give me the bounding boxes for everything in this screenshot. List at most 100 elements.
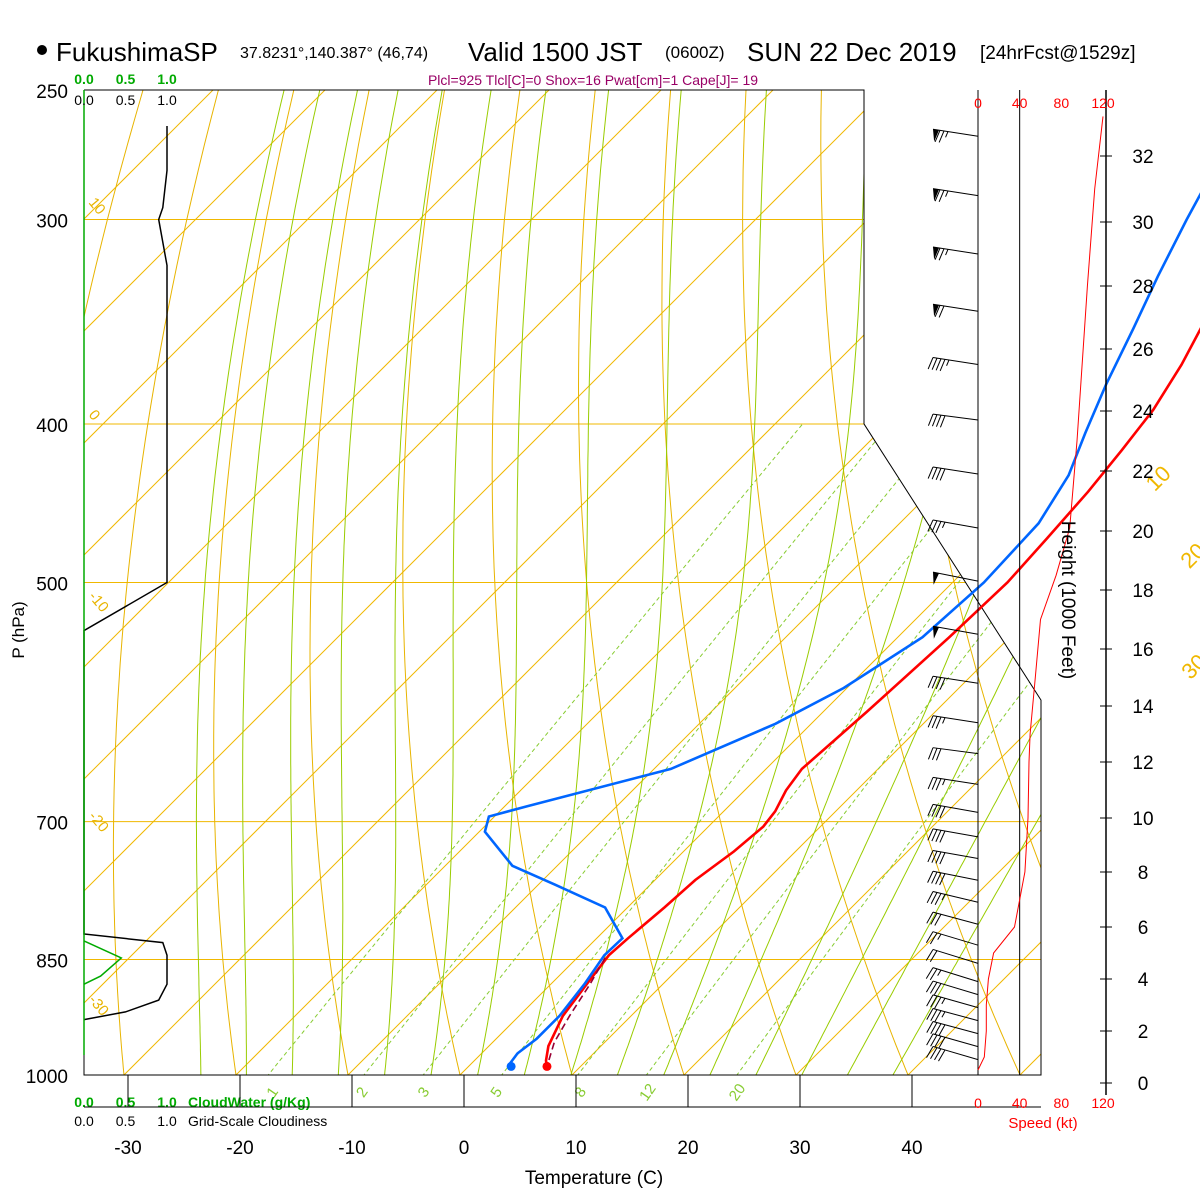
barb-line xyxy=(935,830,942,842)
cloudiness-tick-bottom: 1.0 xyxy=(157,1113,177,1129)
barb-line xyxy=(935,521,942,534)
barb-shaft xyxy=(932,1007,979,1022)
x-tick-label: -20 xyxy=(226,1138,253,1159)
moist-adiabat xyxy=(195,90,289,1075)
height-tick-label: 20 xyxy=(1132,522,1153,543)
barb-line xyxy=(930,995,938,1008)
speed-tick-top: 120 xyxy=(1091,95,1115,111)
moist-adiabat xyxy=(648,90,869,1075)
barb-shaft xyxy=(932,303,979,312)
barb-line xyxy=(927,519,934,532)
barb-half xyxy=(945,190,949,197)
barb-shaft xyxy=(932,188,979,197)
wind-barb xyxy=(925,980,979,996)
moist-adiabat xyxy=(380,90,446,1075)
station-dot-icon xyxy=(37,45,47,55)
barb-line xyxy=(927,777,934,790)
wind-barb xyxy=(926,891,979,905)
dry-adiabat xyxy=(577,90,696,1075)
moist-adiabat xyxy=(514,90,611,1075)
barb-half xyxy=(937,933,942,940)
dry-adiabat xyxy=(402,90,469,1075)
barb-line xyxy=(935,872,942,885)
barb-line xyxy=(930,1022,938,1034)
barb-line xyxy=(934,1023,942,1036)
profiles xyxy=(483,192,1200,1071)
cloud-water-tick-bottom: 0.0 xyxy=(74,1094,94,1110)
x-tick-label: 40 xyxy=(901,1138,922,1159)
wind-barb xyxy=(927,803,979,819)
stability-indices: Plcl=925 Tlcl[C]=0 Shox=16 Pwat[cm]=1 Ca… xyxy=(428,72,758,88)
barb-line xyxy=(930,1034,938,1047)
barb-half xyxy=(941,894,946,901)
barb-line xyxy=(934,893,942,905)
moist-adiabat xyxy=(693,90,986,1075)
barb-shaft xyxy=(932,931,979,946)
barb-line xyxy=(929,968,938,981)
barb-line xyxy=(938,190,945,203)
height-tick-label: 12 xyxy=(1132,753,1153,774)
moist-adiabat xyxy=(424,90,494,1075)
barb-line xyxy=(927,715,934,728)
dry-adiabat xyxy=(491,90,583,1075)
barb-line xyxy=(929,932,938,945)
barb-line xyxy=(939,415,946,428)
barb-line xyxy=(926,1021,934,1033)
wind-barb xyxy=(927,675,979,690)
moist-adiabat xyxy=(783,90,1041,1075)
cloudiness-tick-top: 0.5 xyxy=(116,92,136,108)
pressure-tick-label: 1000 xyxy=(26,1067,68,1088)
height-tick-label: 16 xyxy=(1132,640,1153,661)
barb-line xyxy=(939,677,946,690)
barb-line xyxy=(926,1008,934,1020)
barb-line xyxy=(935,778,942,791)
chart-title: FukushimaSP 37.8231°,140.387° (46,74) Va… xyxy=(37,37,1136,88)
barb-line xyxy=(935,748,942,761)
moist-adiabat xyxy=(828,90,1041,1075)
pressure-tick-label: 400 xyxy=(36,416,68,437)
barb-half xyxy=(942,717,946,724)
cloudiness-tick-top: 0.0 xyxy=(74,92,94,108)
wind-barb xyxy=(926,1020,979,1037)
barb-line xyxy=(939,873,946,886)
height-tick-label: 10 xyxy=(1132,809,1153,830)
barb-line xyxy=(934,996,942,1009)
wind-barb xyxy=(927,828,979,843)
barb-line xyxy=(930,912,938,925)
y-axis-title: P (hPa) xyxy=(9,601,28,658)
height-tick-label: 14 xyxy=(1132,697,1154,718)
dry-adiabat xyxy=(213,90,302,1075)
barb-line xyxy=(930,1009,938,1021)
barb-half xyxy=(941,521,946,529)
barb-shaft xyxy=(932,1020,979,1035)
wind-barb xyxy=(925,967,979,983)
barb-line xyxy=(931,676,938,689)
barb-shaft xyxy=(932,994,979,1009)
x-tick-label: -10 xyxy=(338,1138,365,1159)
moist-adiabat xyxy=(469,90,549,1075)
barb-line xyxy=(929,982,938,994)
barb-shaft xyxy=(932,571,979,582)
barb-line xyxy=(935,851,942,864)
forecast-info: [24hrFcst@1529z] xyxy=(980,43,1136,64)
x-axis-title: Temperature (C) xyxy=(525,1168,663,1189)
wind-barb xyxy=(932,625,979,639)
cloud-water-tick-bottom: 1.0 xyxy=(157,1094,177,1110)
barb-line xyxy=(939,359,946,372)
barb-line xyxy=(933,983,942,995)
barb-shaft xyxy=(932,980,979,996)
wind-barb xyxy=(927,715,979,729)
speed-profile: 0 0 40 40 80 80 120 120 xyxy=(974,90,1115,1111)
speed-tick-bottom: 80 xyxy=(1054,1095,1070,1111)
height-tick-label: 8 xyxy=(1138,863,1149,884)
barb-line xyxy=(931,357,938,370)
wind-barb xyxy=(926,994,979,1009)
barb-line xyxy=(938,1024,946,1037)
barb-line xyxy=(927,804,934,817)
wind-barb xyxy=(932,571,979,585)
isotherm-line xyxy=(84,90,326,1075)
height-tick-label: 0 xyxy=(1138,1074,1149,1095)
barb-half xyxy=(937,969,942,976)
isotherm-line xyxy=(84,90,550,1075)
